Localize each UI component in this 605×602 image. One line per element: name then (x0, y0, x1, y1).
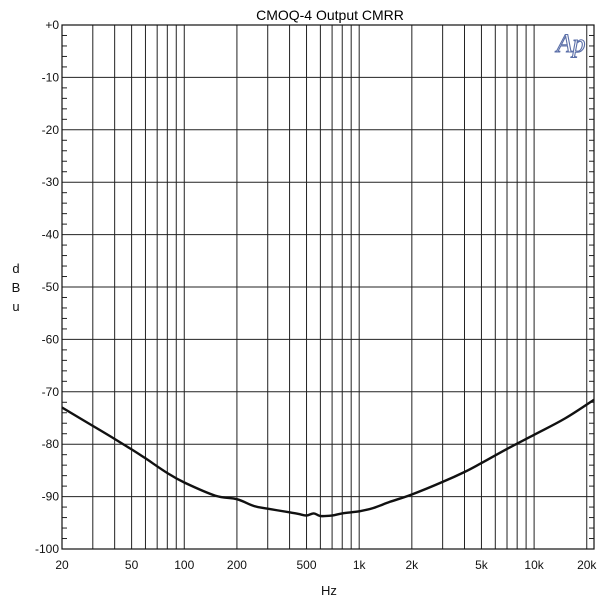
x-tick-label: 50 (125, 558, 139, 572)
x-tick-label: 2k (405, 558, 419, 572)
y-tick-label: -40 (42, 228, 60, 242)
y-tick-label: -20 (42, 123, 60, 137)
ticks (62, 34, 594, 540)
y-label-letter-3: u (12, 299, 19, 314)
grid (62, 24, 594, 550)
y-tick-label: -10 (42, 70, 60, 84)
x-tick-label: 100 (174, 558, 194, 572)
ap-logo-text: Ap (555, 29, 586, 58)
y-tick-label: -90 (42, 490, 60, 504)
x-tick-label: 10k (524, 558, 544, 572)
y-tick-labels: +0 -10 -20 -30 -40 -50 -60 -70 -80 -90 -100 (35, 18, 59, 556)
x-tick-label: 5k (475, 558, 489, 572)
y-tick-label: -100 (35, 542, 59, 556)
chart-title: CMOQ-4 Output CMRR (256, 7, 404, 23)
y-tick-label: -30 (42, 175, 60, 189)
x-tick-label: 20k (577, 558, 597, 572)
cmrr-curve (61, 398, 595, 518)
y-tick-label: -80 (42, 437, 60, 451)
x-tick-label: 500 (297, 558, 317, 572)
y-tick-label: +0 (45, 18, 59, 32)
y-label-letter-1: d (12, 261, 19, 276)
y-tick-label: -70 (42, 385, 60, 399)
y-tick-label: -60 (42, 332, 60, 346)
x-axis-label: Hz (321, 583, 337, 598)
y-tick-label: -50 (42, 280, 60, 294)
y-axis-label: d B u (12, 261, 21, 314)
y-label-letter-2: B (12, 280, 21, 295)
ap-logo: Ap (554, 28, 586, 58)
x-tick-label: 1k (353, 558, 367, 572)
plot-frame (61, 24, 595, 550)
x-tick-labels: 20 50 100 200 500 1k 2k 5k 10k 20k (55, 558, 597, 572)
x-tick-label: 200 (227, 558, 247, 572)
x-tick-label: 20 (55, 558, 69, 572)
